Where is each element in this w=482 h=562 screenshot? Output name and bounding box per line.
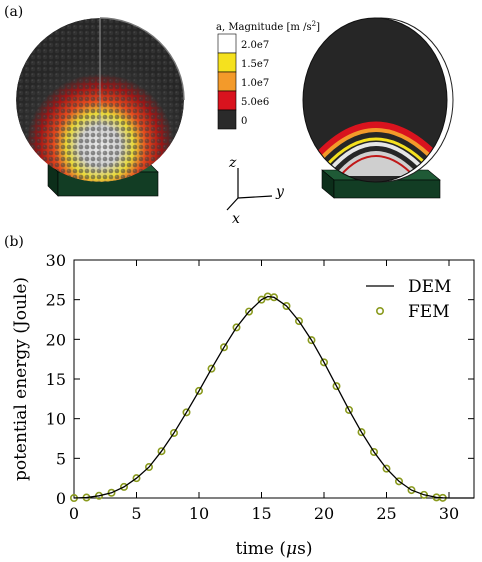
fem-marker [382,464,391,473]
fem-marker [132,474,141,483]
y-tick-label: 5 [56,449,66,468]
fem-marker [107,488,116,497]
panel-a-label: (a) [4,4,23,20]
colorbar-tick-label: 5.0e6 [241,97,269,108]
x-tick-label: 5 [131,504,141,523]
colorbar-swatch [217,109,237,130]
colorbar-swatch [217,90,237,111]
fem-marker [307,336,316,345]
axes-triad [226,168,273,211]
y-ticks: 0 5 10 15 20 25 30 [46,251,474,508]
fem-marker [182,408,191,417]
fem-marker [207,364,216,373]
y-tick-label: 30 [46,251,66,270]
fem-marker [245,307,254,316]
colorbar-swatch [217,71,237,92]
y-tick-label: 20 [46,330,66,349]
y-tick-label: 15 [46,370,66,389]
fem-wave-core [334,151,420,176]
colorbar-tick-label: 0 [241,116,247,127]
x-tick-label: 30 [439,504,459,523]
legend: DEM FEM [366,277,451,322]
fem-specimen [302,17,454,199]
x-ticks: 0 5 10 15 20 25 30 [69,260,459,523]
fem-marker [282,302,291,311]
dem-series-line [73,295,474,499]
fem-marker [257,295,266,304]
colorbar-title: a, Magnitude [m /s2] [216,20,320,33]
axis-z-label: z [228,155,237,171]
axis-x-label: x [232,211,240,225]
fem-wave-red2 [339,155,415,177]
fem-marker [195,386,204,395]
fem-marker [357,428,366,437]
fem-wave-inner [324,137,430,168]
y-axis-label: potential energy (Joule) [11,277,31,481]
colorbar-tick-label: 2.0e7 [241,40,269,51]
colorbar-swatch [217,52,237,73]
fem-marker [220,343,229,352]
colorbar-tick-label: 1.5e7 [241,59,269,70]
legend-fem-marker [375,307,384,316]
fem-marker [170,428,179,437]
fem-marker [157,447,166,456]
x-axis-label: time (μs) [236,539,313,559]
fem-marker [232,323,241,332]
panel-a-figure: (a) a, Magnitude [m /s2] 2.0e7 1.5e7 1.0e7… [4,4,454,225]
fem-wave-light [328,142,426,172]
fem-marker [407,486,416,495]
fem-marker [369,447,378,456]
fem-disc-outline [302,17,448,183]
panel-b-label: (b) [4,234,24,250]
fem-series [70,292,447,502]
x-tick-label: 10 [189,504,209,523]
y-tick-label: 10 [46,410,66,429]
colorbar: a, Magnitude [m /s2] 2.0e7 1.5e7 1.0e7 5.0e… [216,20,320,130]
fem-platform-side [333,179,441,199]
fem-wave-band [316,128,438,164]
fem-marker [145,463,154,472]
dem-disc-rim [99,17,185,101]
legend-dem-label: DEM [408,277,451,297]
fem-marker [120,482,129,491]
x-tick-label: 15 [251,504,271,523]
colorbar-tick-label: 1.0e7 [241,78,269,89]
fem-wave-outer [311,121,443,163]
fem-marker [394,477,403,486]
axis-y-label: y [275,184,285,200]
y-tick-label: 0 [56,489,66,508]
fem-marker [294,317,303,326]
x-tick-label: 0 [69,504,79,523]
dem-specimen [16,17,185,197]
x-tick-label: 25 [376,504,396,523]
legend-fem-label: FEM [408,302,450,322]
fem-marker [319,358,328,367]
y-tick-label: 25 [46,291,66,310]
colorbar-swatch [217,33,237,54]
fem-marker [332,382,341,391]
fem-marker [344,405,353,414]
x-tick-label: 20 [314,504,334,523]
